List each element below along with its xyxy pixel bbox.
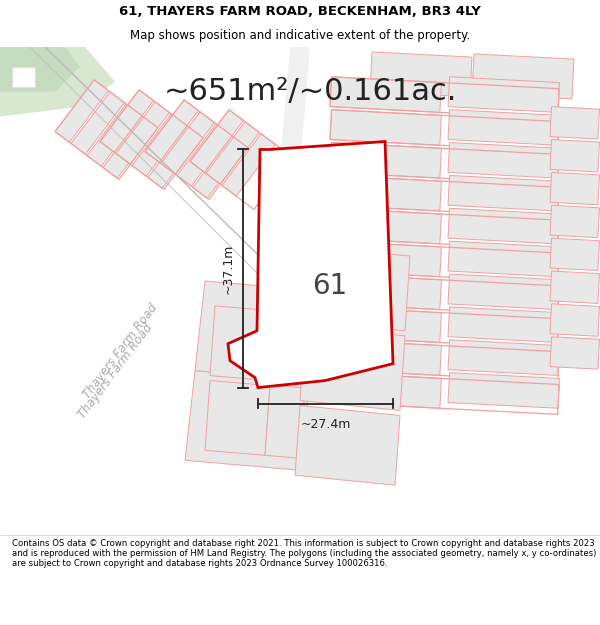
- Polygon shape: [305, 246, 410, 331]
- Polygon shape: [370, 52, 472, 97]
- Text: 61, THAYERS FARM ROAD, BECKENHAM, BR3 4LY: 61, THAYERS FARM ROAD, BECKENHAM, BR3 4L…: [119, 5, 481, 18]
- Polygon shape: [550, 107, 599, 139]
- Polygon shape: [132, 114, 185, 176]
- Polygon shape: [190, 110, 244, 173]
- Polygon shape: [270, 311, 310, 384]
- Polygon shape: [265, 386, 305, 458]
- Polygon shape: [448, 176, 559, 211]
- Polygon shape: [330, 340, 442, 376]
- Polygon shape: [116, 102, 169, 164]
- Text: ~27.4m: ~27.4m: [301, 419, 350, 431]
- Polygon shape: [330, 208, 442, 244]
- Polygon shape: [330, 274, 442, 309]
- Polygon shape: [270, 47, 310, 286]
- Polygon shape: [0, 47, 80, 92]
- Polygon shape: [448, 109, 559, 145]
- Polygon shape: [330, 142, 442, 178]
- Polygon shape: [103, 116, 157, 178]
- Polygon shape: [195, 281, 320, 381]
- Polygon shape: [55, 80, 109, 142]
- Polygon shape: [448, 208, 559, 244]
- Polygon shape: [193, 136, 247, 198]
- Polygon shape: [71, 92, 124, 154]
- Text: 61: 61: [313, 272, 347, 300]
- Polygon shape: [330, 241, 442, 277]
- Polygon shape: [550, 173, 599, 205]
- Polygon shape: [206, 122, 259, 184]
- Text: ~651m²/~0.161ac.: ~651m²/~0.161ac.: [163, 78, 457, 106]
- Polygon shape: [100, 90, 154, 152]
- Polygon shape: [12, 67, 35, 87]
- Polygon shape: [448, 340, 559, 376]
- Polygon shape: [550, 238, 599, 271]
- Text: Map shows position and indicative extent of the property.: Map shows position and indicative extent…: [130, 29, 470, 42]
- Polygon shape: [87, 104, 140, 166]
- Polygon shape: [145, 100, 199, 162]
- Polygon shape: [330, 109, 442, 145]
- Polygon shape: [448, 241, 559, 277]
- Polygon shape: [472, 54, 574, 99]
- Polygon shape: [185, 371, 310, 470]
- Polygon shape: [177, 124, 230, 186]
- Polygon shape: [0, 47, 115, 117]
- Polygon shape: [550, 139, 599, 172]
- Polygon shape: [448, 274, 559, 309]
- Polygon shape: [148, 126, 202, 188]
- Text: Thayers Farm Road: Thayers Farm Road: [80, 301, 160, 401]
- Polygon shape: [161, 112, 214, 174]
- Polygon shape: [550, 337, 599, 369]
- Text: Thayers Farm Road: Thayers Farm Road: [75, 321, 155, 421]
- Polygon shape: [448, 307, 559, 342]
- Polygon shape: [448, 372, 559, 408]
- Polygon shape: [550, 205, 599, 238]
- Polygon shape: [222, 134, 275, 196]
- Polygon shape: [550, 304, 599, 336]
- Polygon shape: [448, 77, 559, 112]
- Polygon shape: [448, 142, 559, 178]
- Polygon shape: [330, 77, 442, 112]
- Text: ~37.1m: ~37.1m: [222, 243, 235, 294]
- Polygon shape: [330, 176, 442, 211]
- Polygon shape: [550, 271, 599, 303]
- Polygon shape: [228, 141, 393, 388]
- Polygon shape: [330, 372, 442, 408]
- Polygon shape: [295, 406, 400, 485]
- Polygon shape: [330, 307, 442, 342]
- Polygon shape: [210, 306, 275, 381]
- Text: Contains OS data © Crown copyright and database right 2021. This information is : Contains OS data © Crown copyright and d…: [12, 539, 596, 568]
- Polygon shape: [205, 381, 270, 455]
- Polygon shape: [300, 326, 405, 411]
